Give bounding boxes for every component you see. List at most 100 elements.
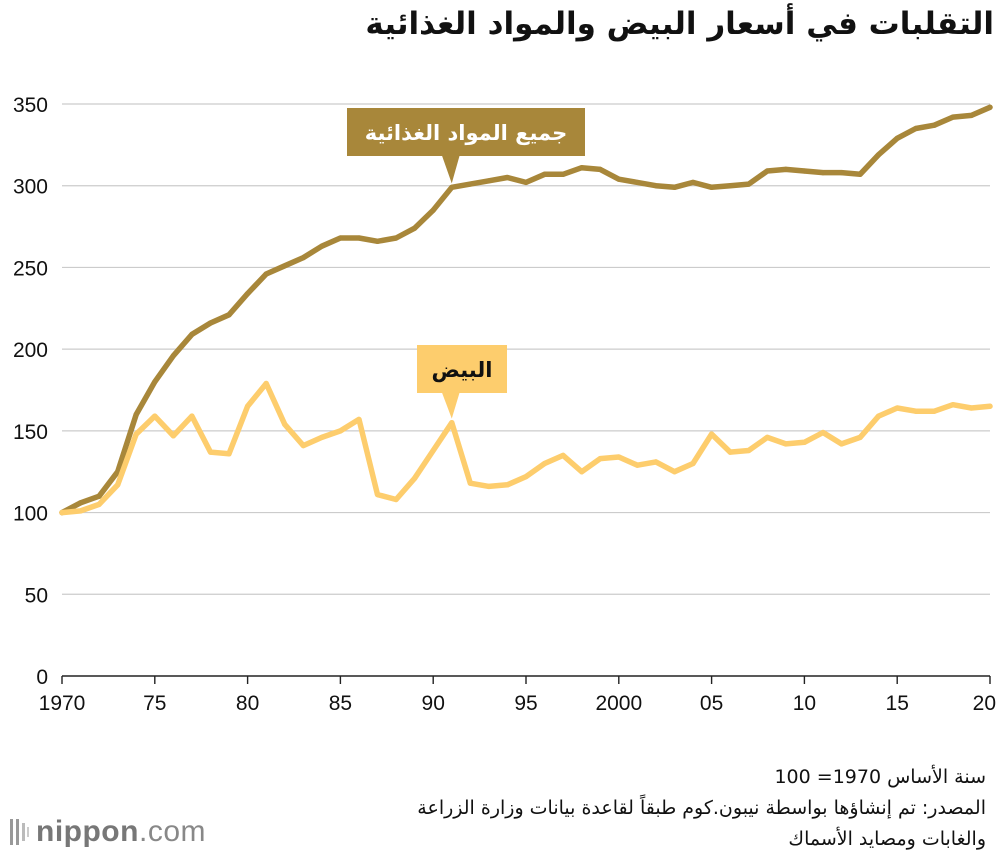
series-line-eggs [59,380,993,516]
callout-all-food-label: جميع المواد الغذائية [365,121,568,145]
data-point-all-food [486,178,492,184]
data-point-all-food [616,176,622,182]
data-point-all-food [634,179,640,186]
chart-title: التقلبات في أسعار البيض والمواد الغذائية [365,6,994,42]
data-point-eggs [579,469,585,475]
data-point-eggs [170,433,176,439]
data-point-all-food [374,238,381,244]
callout-all-food: جميع المواد الغذائية [347,108,585,184]
callout-eggs-label: البيض [432,358,493,382]
x-tick-label: 20 [973,692,996,715]
data-point-eggs [189,413,195,419]
data-point-all-food [133,411,139,418]
y-tick-label: 0 [36,666,48,689]
data-point-eggs [838,441,845,447]
base-year-note: سنة الأساس 1970= 100 [774,766,986,788]
data-point-all-food [764,168,770,174]
source-note: المصدر: تم إنشاؤها بواسطة نيبون.كوم طبقا… [417,797,986,819]
data-point-all-food [950,114,956,120]
data-point-eggs [245,403,251,409]
y-tick-label: 150 [13,421,48,444]
data-point-all-food [430,207,436,213]
data-point-all-food [987,104,993,110]
data-point-all-food [820,170,826,176]
x-tick-label: 85 [329,692,352,715]
data-point-all-food [913,125,919,132]
data-point-eggs [263,380,269,387]
x-tick-label: 15 [886,692,909,715]
data-point-eggs [968,405,975,411]
data-point-eggs [634,462,640,468]
data-point-all-food [523,179,529,186]
data-point-eggs [616,454,622,460]
data-point-all-food [393,235,399,241]
data-point-eggs [541,460,548,467]
x-tick-label: 80 [236,692,259,715]
data-point-eggs [282,421,288,427]
data-point-eggs [560,452,566,458]
data-point-all-food [300,255,306,261]
data-point-all-food [746,181,752,187]
data-point-all-food [152,379,158,385]
data-point-eggs [115,482,121,488]
logo-mark-icon [10,819,29,845]
data-point-all-food [115,469,121,475]
chart-notes: سنة الأساس 1970= 100 المصدر: تم إنشاؤها … [246,762,986,855]
data-point-all-food [931,122,937,128]
callout-eggs-pointer [441,392,460,419]
y-tick-label: 50 [25,584,48,607]
x-tick-label: 90 [422,692,445,715]
data-point-all-food [337,235,343,241]
nippon-logo[interactable]: nippon.com [8,812,206,852]
data-point-eggs [876,413,882,419]
data-point-eggs [393,496,399,503]
data-point-all-food [449,184,455,190]
data-point-all-food [207,320,214,326]
series-line-all-food [59,104,993,516]
data-point-all-food [96,493,102,499]
y-axis-ticks: 0 50 100 150 200 250 300 350 [13,94,48,689]
data-point-eggs [226,451,232,457]
callout-all-food-box [347,108,585,156]
data-point-all-food [226,312,232,318]
y-tick-label: 350 [13,94,48,117]
data-point-eggs [374,491,381,498]
callout-eggs-box [417,345,507,393]
data-point-all-food [263,271,269,277]
x-tick-label: 10 [793,692,816,715]
series-callouts: جميع المواد الغذائية البيض [347,108,585,419]
data-point-eggs [523,474,529,480]
data-point-eggs [597,456,603,462]
gridlines [62,103,990,677]
data-point-all-food [356,235,362,241]
data-point-all-food [282,263,288,269]
data-point-all-food [690,179,696,186]
x-tick-label: 05 [700,692,723,715]
data-point-eggs [801,439,808,445]
data-point-eggs [931,408,937,414]
data-point-eggs [857,434,863,440]
x-tick-label: 75 [143,692,166,715]
data-point-all-food [709,184,715,190]
y-tick-label: 100 [13,503,48,526]
data-point-eggs [449,420,455,426]
data-point-all-food [412,225,418,231]
logo-wordmark: nippon.com [36,815,206,848]
data-point-eggs [430,447,436,454]
data-point-all-food [783,166,789,172]
x-tick-label: 1970 [39,692,86,715]
data-point-all-food [245,290,251,297]
data-point-all-food [671,184,678,190]
data-point-all-food [579,165,585,171]
data-point-eggs [96,501,102,507]
data-point-eggs [504,482,511,488]
data-point-all-food [77,500,84,506]
data-point-all-food [838,170,845,176]
data-point-eggs [300,442,306,449]
data-point-all-food [560,171,566,177]
data-point-all-food [801,168,808,174]
data-point-eggs [133,431,139,437]
data-point-eggs [709,431,715,437]
data-point-eggs [950,402,956,408]
